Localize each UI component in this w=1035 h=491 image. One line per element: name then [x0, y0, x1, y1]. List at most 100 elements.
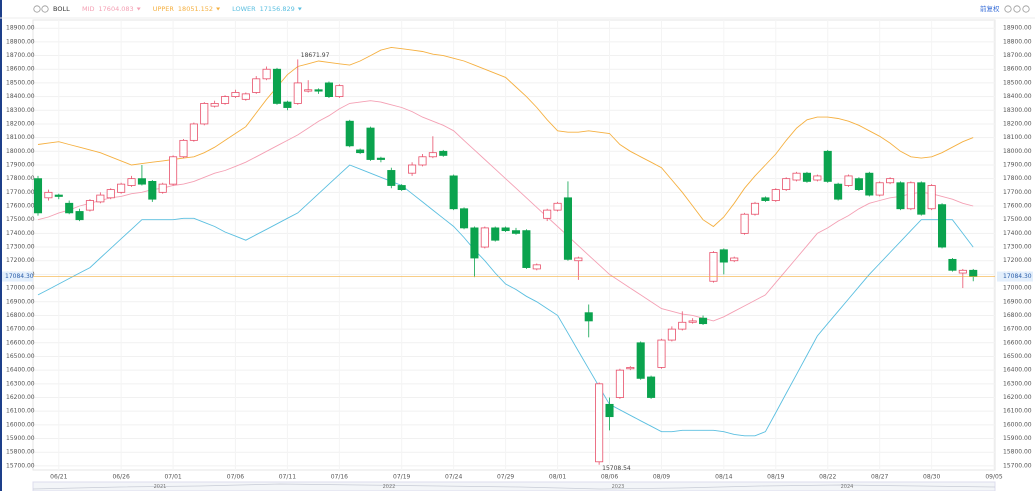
x-tick-label: 08/27 [871, 474, 888, 481]
candle-body [543, 209, 552, 219]
y2-tick-label: 17800.00 [1003, 175, 1032, 182]
reset-icon[interactable] [1004, 5, 1012, 13]
legend-arrow [297, 7, 302, 11]
last-price-label: 17084.30 [5, 273, 34, 280]
y2-tick-label: 17400.00 [1003, 230, 1032, 237]
y2-tick-label: 16300.00 [1003, 380, 1032, 387]
candle-body [865, 172, 874, 196]
candle-body [75, 211, 84, 221]
candle-body [387, 170, 396, 186]
candle-body [324, 82, 333, 97]
candle-body [761, 197, 770, 201]
add-icon[interactable] [41, 5, 49, 13]
candle-body [636, 342, 645, 379]
settings-icon[interactable] [33, 5, 41, 13]
candle-body [678, 321, 687, 330]
y2-tick-label: 18300.00 [1003, 107, 1032, 114]
band-line [37, 46, 974, 228]
y-tick-label: 18000.00 [6, 148, 35, 155]
x-tick-label: 07/24 [445, 474, 462, 481]
zoom-out-icon[interactable] [1013, 5, 1021, 13]
y-tick-label: 18500.00 [6, 79, 35, 86]
x-tick-label: 06/21 [50, 474, 67, 481]
candle-body [65, 202, 74, 214]
x-tick-label: 09/05 [985, 474, 1002, 481]
candle-body [802, 172, 811, 182]
navigator-label: 2021 [154, 484, 167, 490]
candle-body [657, 339, 666, 368]
y-tick-label: 16900.00 [6, 298, 35, 305]
navigator-label: 2022 [383, 484, 396, 490]
candle-body [875, 182, 884, 196]
y2-tick-label: 18800.00 [1003, 38, 1032, 45]
y2-tick-label: 15800.00 [1003, 449, 1032, 456]
candle-body [293, 82, 302, 104]
candle-body [699, 317, 708, 325]
candle-body [563, 197, 572, 260]
candle-body [262, 68, 271, 80]
y2-tick-label: 18900.00 [1003, 25, 1032, 32]
y-tick-label: 15700.00 [6, 462, 35, 469]
zoom-in-icon[interactable] [1022, 5, 1030, 13]
y-tick-label: 16100.00 [6, 408, 35, 415]
candle-body [823, 150, 832, 182]
y2-tick-label: 16400.00 [1003, 367, 1032, 374]
candle-body [252, 78, 261, 93]
y2-tick-label: 16000.00 [1003, 421, 1032, 428]
candle-body [730, 257, 739, 262]
navigator-label: 2024 [841, 484, 854, 490]
candle-body [221, 96, 230, 104]
last-price-tag [997, 271, 1033, 282]
y2-tick-label: 17000.00 [1003, 285, 1032, 292]
candle-body [210, 103, 219, 107]
legend-name: UPPER [153, 5, 175, 13]
candle-body [148, 180, 157, 200]
legend-name: MID [82, 5, 95, 13]
x-tick-label: 08/14 [715, 474, 732, 481]
left-edge [0, 0, 2, 491]
y2-tick-label: 18200.00 [1003, 120, 1032, 127]
extreme-label: 18671.97 [301, 52, 330, 59]
navigator[interactable] [32, 481, 996, 491]
candle-body [511, 230, 521, 234]
candle-body [33, 178, 43, 214]
y2-tick-label: 18000.00 [1003, 148, 1032, 155]
candle-body [480, 227, 489, 248]
plot-frame [32, 19, 996, 471]
candle-body [106, 189, 115, 199]
candle-body [532, 264, 541, 270]
candle-body [418, 156, 427, 166]
candle-body [886, 178, 895, 184]
x-tick-label: 08/01 [549, 474, 566, 481]
y2-tick-label: 18600.00 [1003, 66, 1032, 73]
y-tick-label: 17200.00 [6, 257, 35, 264]
adjust-button[interactable]: 前复权 [980, 4, 1000, 13]
y-tick-label: 16800.00 [6, 312, 35, 319]
y-tick-label: 18800.00 [6, 38, 35, 45]
candle-body [179, 139, 188, 158]
navigator-line [32, 483, 996, 490]
y2-tick-label: 18700.00 [1003, 52, 1032, 59]
candle-body [647, 376, 656, 398]
y-tick-label: 17600.00 [6, 203, 35, 210]
y-tick-label: 17700.00 [6, 189, 35, 196]
candle-body [376, 157, 385, 160]
y2-tick-label: 18500.00 [1003, 79, 1032, 86]
y2-tick-label: 16500.00 [1003, 353, 1032, 360]
candle-body [335, 85, 344, 97]
y2-tick-label: 17900.00 [1003, 161, 1032, 168]
candle-body [200, 103, 209, 125]
x-tick-label: 08/06 [601, 474, 618, 481]
y2-tick-label: 16900.00 [1003, 298, 1032, 305]
y2-tick-label: 17600.00 [1003, 203, 1032, 210]
y-tick-label: 16500.00 [6, 353, 35, 360]
candle-body [709, 252, 718, 282]
y-tick-label: 16700.00 [6, 326, 35, 333]
candle-body [782, 178, 791, 191]
y-tick-label: 15800.00 [6, 449, 35, 456]
x-tick-label: 06/26 [112, 474, 129, 481]
legend-value: 17156.829 [260, 5, 295, 13]
candle-body [750, 202, 760, 215]
y-tick-label: 17900.00 [6, 161, 35, 168]
